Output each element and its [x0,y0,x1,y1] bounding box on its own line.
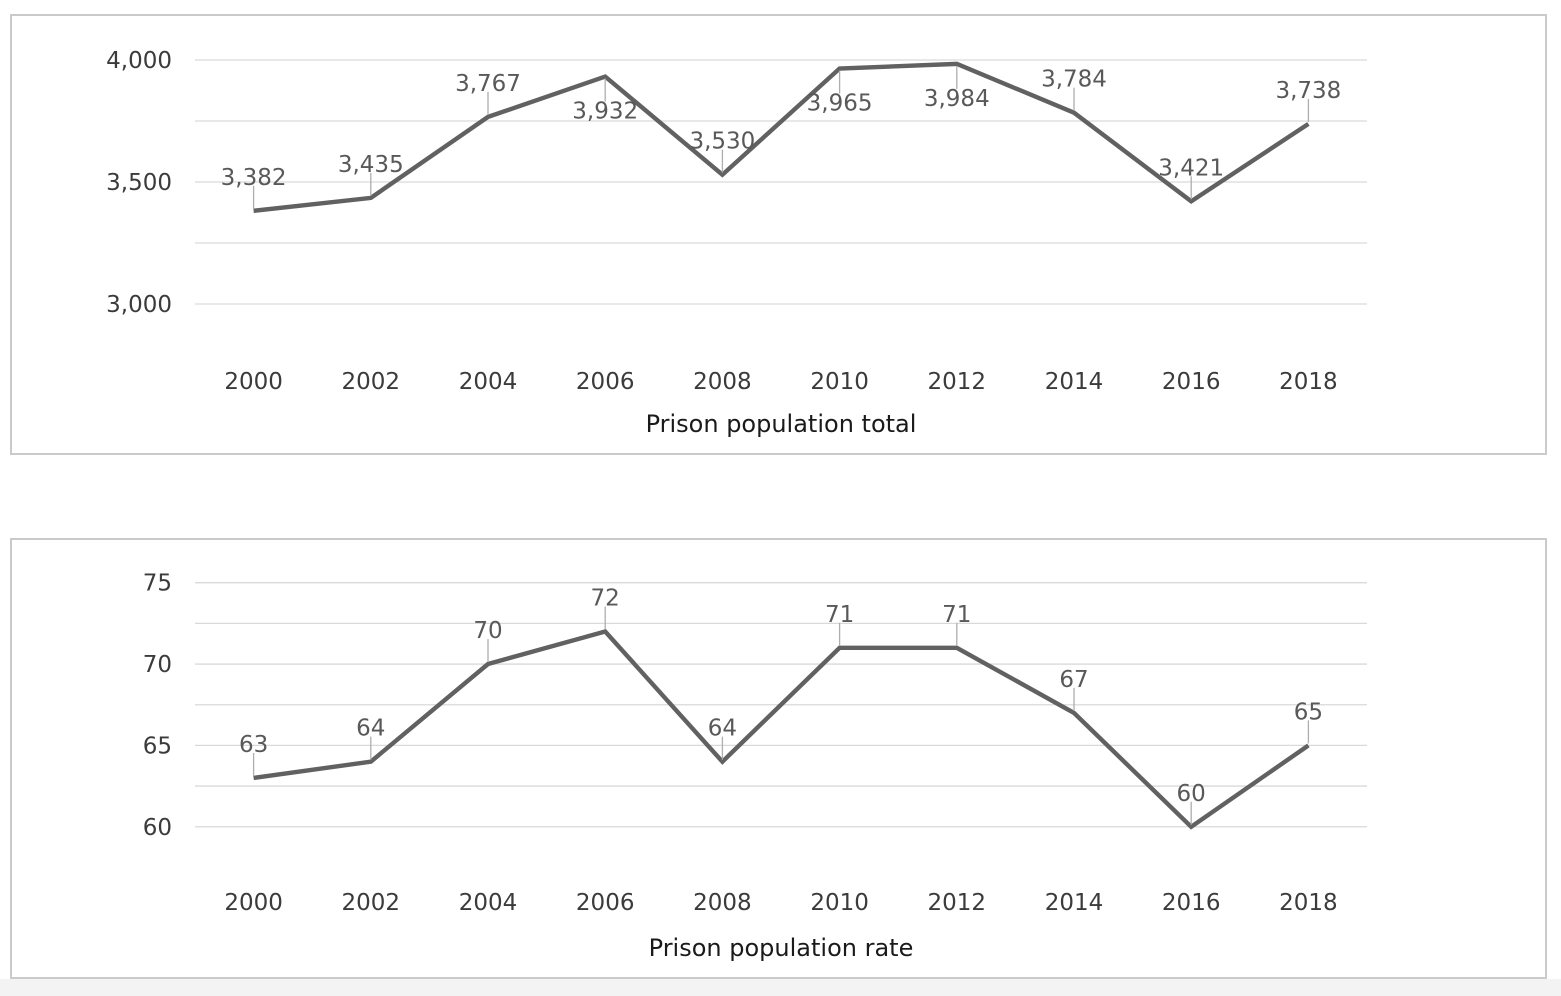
x-axis-category-label: 2018 [1279,890,1338,916]
x-axis-category-label: 2002 [342,890,401,916]
prison-population-total-chart-panel: 4,000 3,500 3,000 2000 2002 2004 2006 2008 2010 2… [10,14,1547,455]
data-label: 64 [356,716,385,742]
y-axis-tick-label: 4,000 [106,48,172,74]
data-label: 64 [708,716,737,742]
prison-population-rate-chart-canvas: 75 70 65 60 2000 2002 2004 2006 2008 2010 2012 2014… [143,571,1367,916]
y-axis-tick-label: 60 [143,815,172,841]
data-label: 71 [942,602,971,628]
data-label: 3,784 [1041,67,1107,93]
data-label: 3,984 [924,86,990,112]
prison-population-rate-chart-panel: 75 70 65 60 2000 2002 2004 2006 2008 2010 2012 2014… [10,538,1547,979]
x-axis-category-label: 2010 [810,369,869,395]
chart-title: Prison population total [645,410,917,438]
x-axis-category-label: 2004 [459,890,518,916]
data-label: 3,382 [221,165,287,191]
data-label: 65 [1294,699,1323,725]
x-axis-category-label: 2012 [928,890,987,916]
series-line [253,629,1310,830]
data-label: 67 [1059,667,1088,693]
x-axis-category-label: 2006 [576,369,635,395]
data-label: 3,421 [1158,155,1224,181]
data-label: 3,738 [1275,78,1341,104]
x-axis-category-label: 2000 [224,369,283,395]
x-axis-category-label: 2008 [693,369,752,395]
y-axis-tick-label: 70 [143,652,172,678]
data-label: 3,767 [455,71,521,97]
y-axis-tick-label: 75 [143,571,172,597]
data-label: 71 [825,602,854,628]
x-axis-category-label: 2018 [1279,369,1338,395]
data-label: 3,965 [807,91,873,117]
y-axis-tick-label: 3,500 [106,170,172,196]
x-axis-category-label: 2014 [1045,890,1104,916]
y-axis-tick-label: 3,000 [106,292,172,318]
series-line [253,61,1310,213]
data-label: 70 [473,618,502,644]
prison-population-total-chart-canvas: 4,000 3,500 3,000 2000 2002 2004 2006 2008 2010 2… [106,48,1367,395]
x-axis-category-label: 2008 [693,890,752,916]
x-axis-category-label: 2010 [810,890,869,916]
data-label: 3,530 [689,129,755,155]
x-axis-category-label: 2006 [576,890,635,916]
chart-title: Prison population rate [648,934,914,962]
x-axis-category-label: 2002 [342,369,401,395]
data-label: 63 [239,732,268,758]
data-label: 3,435 [338,152,404,178]
data-label: 72 [591,586,620,612]
x-axis-category-label: 2012 [928,369,987,395]
data-label: 60 [1177,781,1206,807]
page-bottom-strip [0,979,1561,996]
data-label: 3,932 [572,99,638,125]
y-axis-tick-label: 65 [143,733,172,759]
x-axis-category-label: 2000 [224,890,283,916]
x-axis-category-label: 2016 [1162,890,1221,916]
x-axis-category-label: 2016 [1162,369,1221,395]
x-axis-category-label: 2014 [1045,369,1104,395]
x-axis-category-label: 2004 [459,369,518,395]
